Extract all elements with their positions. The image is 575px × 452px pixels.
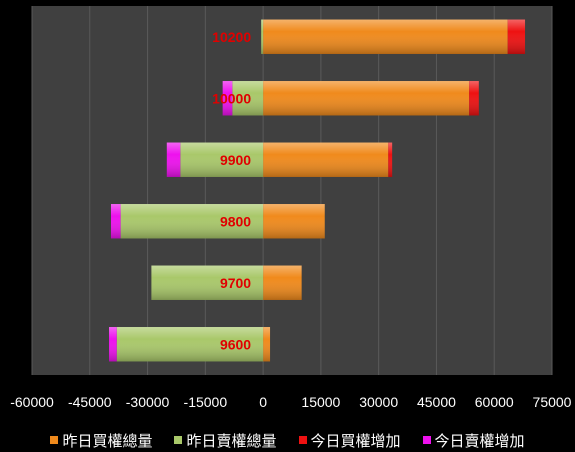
category-label: 10200	[212, 29, 251, 45]
legend-label: 今日賣權增加	[434, 431, 525, 450]
legend-label: 昨日賣權總量	[186, 431, 277, 450]
category-label: 9600	[220, 336, 251, 352]
bar-shade	[263, 327, 271, 362]
legend-swatch	[422, 436, 431, 444]
x-tick-label: 60000	[475, 394, 514, 410]
bar-shade	[507, 19, 526, 54]
x-tick-label: -15000	[184, 394, 228, 410]
legend-swatch	[174, 436, 183, 444]
bar-shade	[116, 327, 264, 362]
category-label: 9700	[220, 275, 251, 291]
legend: 昨日買權總量 昨日賣權總量 今日買權增加 今日賣權增加	[0, 430, 575, 450]
bar-shade	[469, 81, 479, 116]
category-label: 9800	[220, 213, 251, 229]
bar-shade	[261, 19, 264, 54]
bar-shade	[263, 142, 389, 177]
bar-shade	[180, 142, 264, 177]
x-tick-label: -45000	[68, 394, 112, 410]
bar-shade	[166, 142, 181, 177]
bar-shade	[388, 142, 393, 177]
bar-shade	[263, 265, 302, 300]
x-tick-label: 30000	[359, 394, 398, 410]
x-tick-label: 15000	[301, 394, 340, 410]
legend-item: 昨日買權總量	[50, 430, 152, 450]
bar-shade	[263, 81, 470, 116]
bar-shade	[222, 81, 233, 116]
legend-item: 昨日賣權總量	[174, 430, 277, 450]
category-label: 10000	[212, 90, 251, 106]
x-tick-label: -30000	[126, 394, 170, 410]
x-tick-label: 45000	[417, 394, 456, 410]
x-tick-label: -60000	[10, 394, 54, 410]
bar-shade	[263, 204, 325, 239]
x-tick-label: 0	[259, 394, 267, 410]
bar-shade	[263, 19, 508, 54]
category-label: 9900	[220, 152, 251, 168]
legend-swatch	[50, 436, 59, 444]
bar-shade	[110, 204, 121, 239]
bar-shade	[109, 327, 117, 362]
legend-item: 今日賣權增加	[422, 430, 525, 450]
legend-swatch	[298, 436, 307, 444]
legend-label: 今日買權增加	[310, 431, 401, 450]
bar-shade	[232, 81, 264, 116]
plot-area	[32, 6, 552, 375]
bar-shade	[151, 265, 264, 300]
x-tick-label: 75000	[533, 394, 572, 410]
legend-item: 今日買權增加	[298, 430, 401, 450]
bar-shade	[120, 204, 264, 239]
legend-label: 昨日買權總量	[62, 431, 153, 450]
